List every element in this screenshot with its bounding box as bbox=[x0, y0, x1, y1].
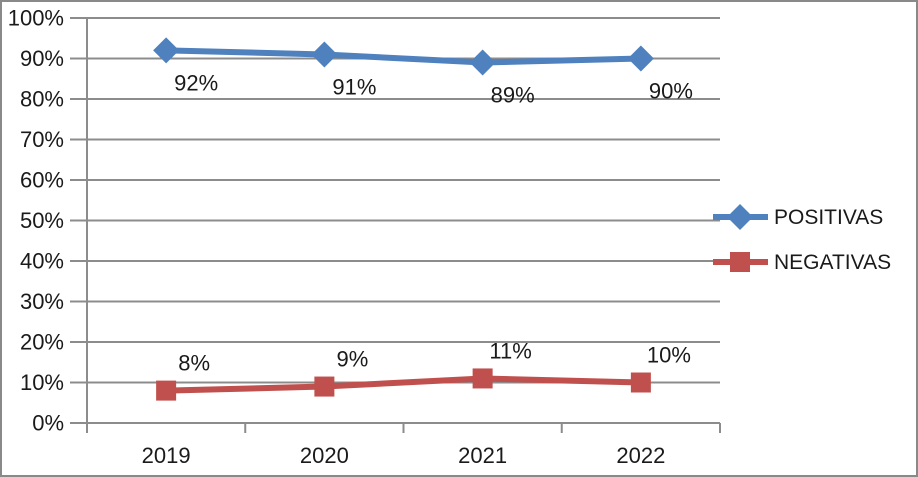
legend-label: POSITIVAS bbox=[774, 206, 883, 229]
y-tick-label: 100% bbox=[8, 5, 64, 30]
y-tick-label: 50% bbox=[20, 208, 64, 233]
data-label: 92% bbox=[174, 70, 218, 95]
series-marker-positivas bbox=[469, 49, 496, 76]
x-tick-label: 2020 bbox=[300, 443, 349, 468]
data-label: 9% bbox=[336, 347, 368, 372]
legend-marker-negativas bbox=[730, 252, 750, 272]
y-tick-label: 60% bbox=[20, 167, 64, 192]
y-tick-label: 70% bbox=[20, 127, 64, 152]
x-tick-label: 2022 bbox=[616, 443, 665, 468]
series-marker-positivas bbox=[153, 37, 180, 64]
series-marker-positivas bbox=[627, 45, 654, 72]
data-label: 11% bbox=[489, 338, 531, 363]
series-marker-negativas bbox=[472, 368, 493, 389]
data-label: 8% bbox=[178, 351, 210, 376]
x-tick-label: 2019 bbox=[142, 443, 191, 468]
data-label: 89% bbox=[491, 83, 535, 108]
data-label: 10% bbox=[647, 343, 691, 368]
y-tick-label: 20% bbox=[20, 329, 64, 354]
data-label: 91% bbox=[332, 74, 376, 99]
series-line-negativas bbox=[166, 375, 641, 394]
series-marker-negativas bbox=[314, 376, 335, 397]
series-marker-negativas bbox=[156, 380, 177, 401]
series-line-positivas bbox=[166, 47, 641, 66]
y-tick-label: 40% bbox=[20, 248, 64, 273]
legend-label: NEGATIVAS bbox=[774, 251, 891, 274]
series-marker-negativas bbox=[630, 372, 651, 393]
legend-marker-positivas bbox=[727, 204, 753, 230]
data-label: 90% bbox=[649, 79, 693, 104]
y-tick-label: 10% bbox=[20, 370, 64, 395]
y-tick-label: 80% bbox=[20, 86, 64, 111]
series-marker-positivas bbox=[311, 41, 338, 68]
x-tick-label: 2021 bbox=[458, 443, 507, 468]
y-tick-label: 90% bbox=[20, 46, 64, 71]
y-tick-label: 0% bbox=[32, 410, 64, 435]
y-tick-label: 30% bbox=[20, 289, 64, 314]
